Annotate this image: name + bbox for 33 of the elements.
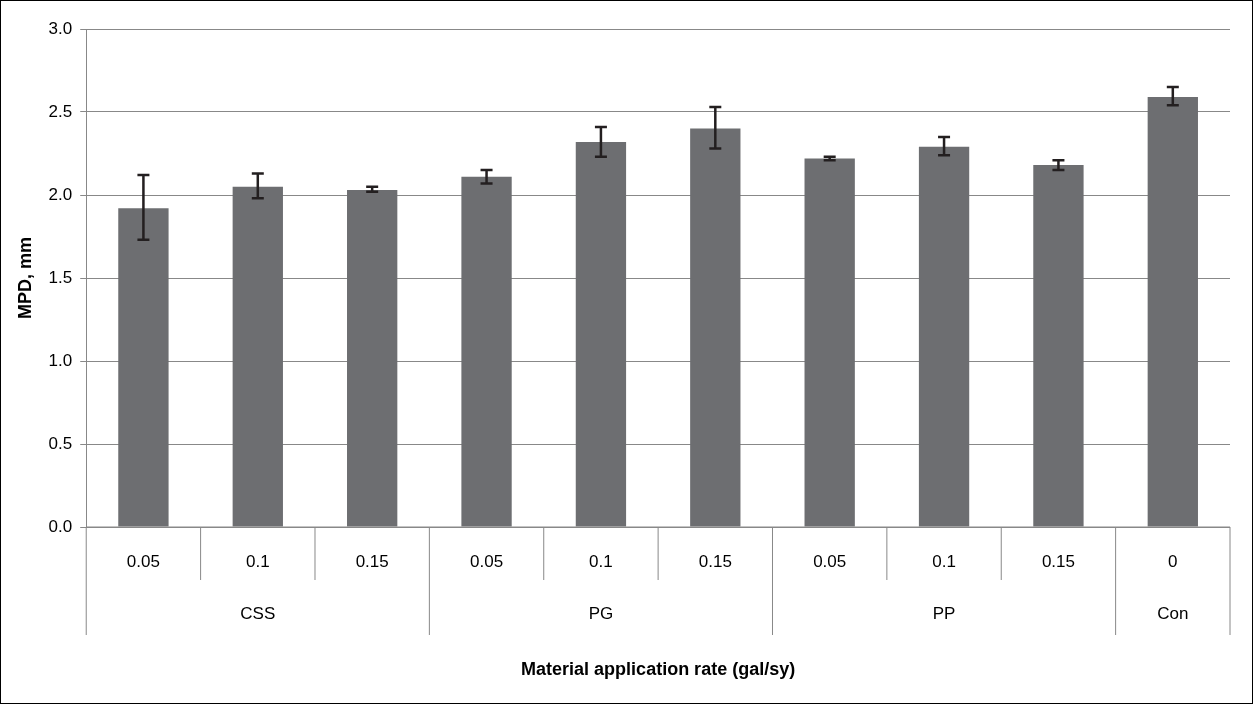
text: PP — [932, 603, 956, 623]
bar — [1033, 165, 1084, 527]
x-tick-label: 0.15 — [1041, 551, 1075, 571]
bar — [690, 128, 741, 527]
bar — [232, 186, 283, 527]
text: PG — [588, 603, 614, 623]
bar — [118, 208, 169, 527]
x-tick-label: 0.1 — [932, 551, 956, 571]
x-tick-label: 0.1 — [589, 551, 613, 571]
bar — [461, 176, 512, 527]
x-axis-title: Material application rate (gal/sy) — [521, 658, 796, 679]
y-tick-label: 1.0 — [48, 350, 73, 370]
bar — [918, 146, 970, 527]
x-tick-label: 0.05 — [126, 551, 160, 571]
x-tick-label: 0.05 — [813, 551, 847, 571]
text: CSS — [240, 603, 276, 623]
bar — [575, 141, 627, 527]
y-tick-label: 1.5 — [48, 267, 73, 287]
x-tick-label: 0.15 — [355, 551, 389, 571]
x-tick-label: 0.1 — [245, 551, 270, 571]
bar — [1147, 97, 1198, 527]
bar — [804, 158, 855, 527]
y-tick-label: 3.0 — [48, 18, 73, 38]
x-tick-label: 0.15 — [698, 551, 732, 571]
x-tick-label: 0 — [1168, 551, 1178, 571]
bar — [347, 190, 398, 527]
y-tick-label: 0.0 — [48, 516, 73, 536]
y-tick-label: 2.0 — [48, 184, 73, 204]
x-tick-label: 0.05 — [470, 551, 504, 571]
y-tick-label: 0.5 — [48, 433, 73, 453]
y-axis-title: MPD, mm — [14, 236, 35, 320]
text: Con — [1157, 603, 1189, 623]
y-tick-label: 2.5 — [48, 101, 73, 121]
